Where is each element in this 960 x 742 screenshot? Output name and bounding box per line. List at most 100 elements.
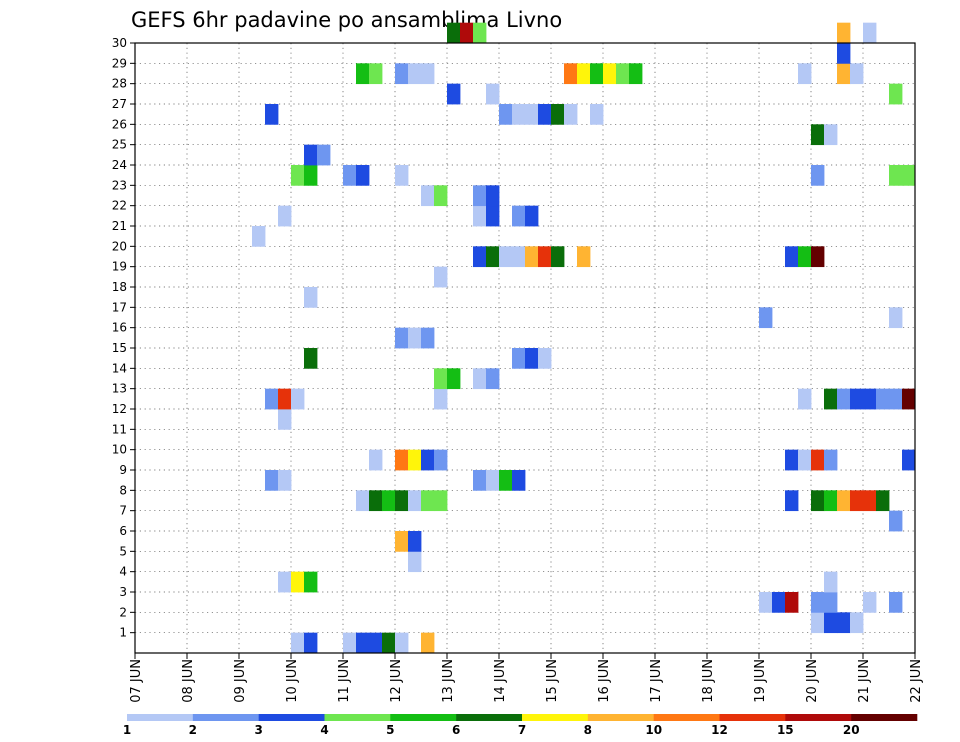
heatmap-cell	[278, 571, 292, 593]
heatmap-cell	[824, 612, 838, 634]
y-tick-label: 9	[119, 463, 127, 477]
x-tick-label: 20 JUN	[805, 659, 820, 703]
heatmap-cell	[408, 490, 422, 512]
heatmap-cell	[837, 22, 851, 44]
heatmap-cell	[369, 63, 383, 85]
legend-swatch	[719, 714, 786, 721]
heatmap-cell	[408, 551, 422, 573]
y-tick-label: 29	[112, 56, 127, 70]
legend-swatch	[522, 714, 589, 721]
heatmap-cell	[291, 165, 305, 186]
y-tick-label: 7	[119, 504, 127, 518]
legend-label: 2	[189, 723, 197, 737]
y-tick-label: 4	[119, 565, 127, 579]
y-tick-label: 12	[112, 402, 127, 416]
heatmap-cell	[512, 205, 526, 227]
heatmap-cell	[499, 104, 513, 125]
heatmap-cell	[538, 246, 552, 268]
y-tick-label: 17	[112, 300, 127, 314]
heatmap-cell	[356, 165, 370, 186]
heatmap-cell	[343, 632, 357, 654]
legend-swatch	[785, 714, 852, 721]
chart-title: GEFS 6hr padavine po ansamblima Livno	[131, 8, 562, 32]
y-tick-label: 14	[112, 361, 127, 375]
heatmap-cell	[902, 449, 916, 471]
x-tick-label: 18 JUN	[701, 659, 716, 703]
heatmap-cell	[824, 449, 838, 471]
y-tick-label: 22	[112, 199, 127, 213]
heatmap-cell	[473, 470, 487, 491]
heatmap-cell	[811, 246, 825, 268]
heatmap-cell	[824, 592, 838, 613]
heatmap-cell	[291, 571, 305, 593]
heatmap-cell	[577, 63, 591, 85]
heatmap-cells	[252, 22, 916, 654]
heatmap-cell	[512, 348, 526, 369]
legend-label: 8	[584, 723, 592, 737]
heatmap-cell	[395, 449, 409, 471]
x-tick-label: 16 JUN	[597, 659, 612, 703]
legend-label: 1	[123, 723, 131, 737]
heatmap-cell	[577, 246, 591, 268]
grid-lines	[135, 43, 915, 653]
y-axis: 1234567891011121314151617181920212223242…	[112, 36, 135, 640]
heatmap-cell	[837, 490, 851, 512]
heatmap-cell	[421, 449, 435, 471]
x-tick-label: 08 JUN	[181, 659, 196, 703]
legend-swatch	[192, 714, 259, 721]
heatmap-cell	[499, 246, 513, 268]
heatmap-cell	[278, 205, 292, 227]
legend-label: 5	[386, 723, 394, 737]
heatmap-cell	[304, 348, 318, 369]
heatmap-cell	[837, 612, 851, 634]
heatmap-cell	[564, 104, 578, 125]
x-tick-label: 07 JUN	[129, 659, 144, 703]
heatmap-cell	[395, 327, 409, 349]
heatmap-cell	[798, 449, 812, 471]
heatmap-cell	[876, 490, 890, 512]
heatmap-cell	[785, 449, 799, 471]
heatmap-cell	[408, 63, 422, 85]
y-tick-label: 11	[112, 422, 127, 436]
x-tick-label: 11 JUN	[337, 659, 352, 703]
heatmap-cell	[850, 490, 864, 512]
heatmap-cell	[395, 63, 409, 85]
heatmap-cell	[408, 531, 422, 552]
y-tick-label: 30	[112, 36, 127, 50]
heatmap-cell	[902, 388, 916, 410]
legend-swatch	[653, 714, 720, 721]
heatmap-cell	[486, 205, 500, 227]
y-tick-label: 3	[119, 585, 127, 599]
heatmap-cell	[473, 185, 487, 207]
legend-swatch	[127, 714, 194, 721]
heatmap-cell	[525, 104, 539, 125]
heatmap-cell	[629, 63, 643, 85]
y-tick-label: 26	[112, 117, 127, 131]
heatmap-cell	[473, 246, 487, 268]
heatmap-cell	[473, 205, 487, 227]
color-legend: 1 2 3 4 5 6 7 8 10 12 15 20	[123, 714, 918, 737]
heatmap-cell	[395, 165, 409, 186]
y-tick-label: 5	[119, 544, 127, 558]
heatmap-cell	[551, 104, 565, 125]
heatmap-cell	[434, 368, 448, 390]
y-tick-label: 25	[112, 138, 127, 152]
heatmap-cell	[889, 510, 903, 532]
legend-swatch	[851, 714, 918, 721]
heatmap-cell	[824, 571, 838, 593]
heatmap-cell	[265, 104, 279, 125]
heatmap-cell	[889, 165, 903, 186]
heatmap-cell	[486, 368, 500, 390]
heatmap-cell	[759, 307, 773, 329]
heatmap-cell	[473, 368, 487, 390]
x-tick-label: 19 JUN	[753, 659, 768, 703]
heatmap-cell	[369, 632, 383, 654]
heatmap-cell	[798, 63, 812, 85]
x-tick-label: 10 JUN	[285, 659, 300, 703]
heatmap-cell	[850, 612, 864, 634]
y-tick-label: 6	[119, 524, 127, 538]
heatmap-cell	[603, 63, 617, 85]
heatmap-cell	[421, 632, 435, 654]
heatmap-cell	[772, 592, 786, 613]
y-tick-label: 18	[112, 280, 127, 294]
